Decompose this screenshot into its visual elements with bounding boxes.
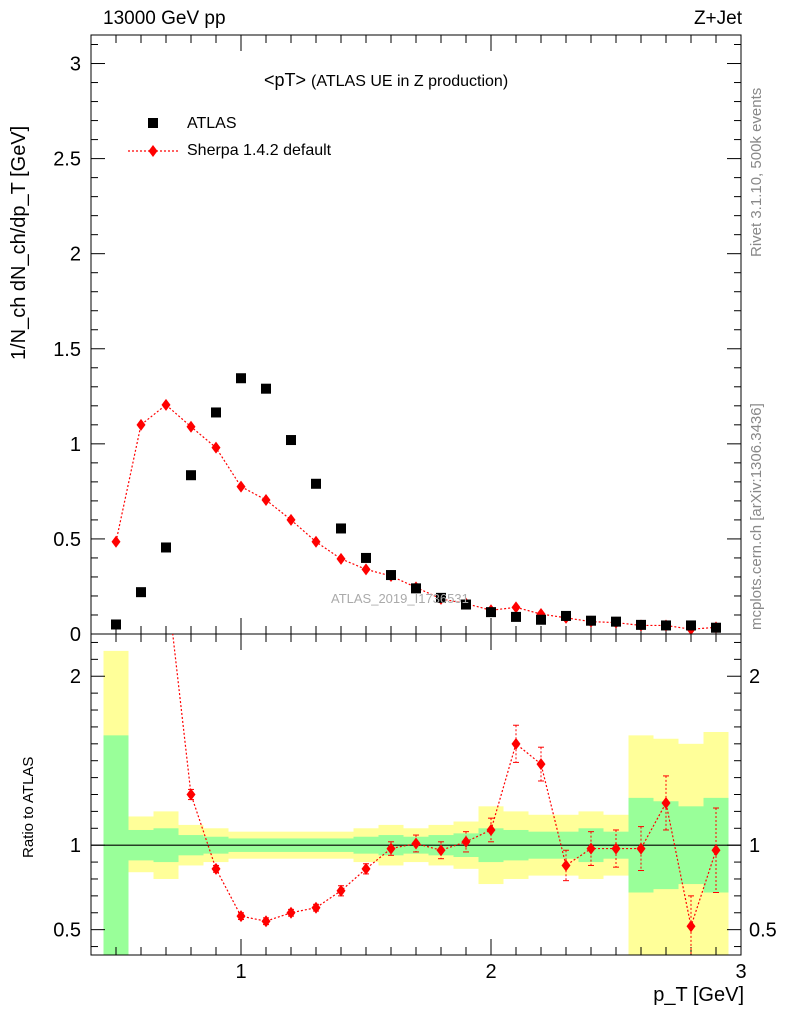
sherpa-data-point (136, 418, 146, 431)
sherpa-data-point (261, 493, 271, 506)
process-label: Z+Jet (693, 8, 742, 29)
ratio-data-point (186, 788, 196, 801)
atlas-data-point (586, 615, 596, 626)
plot-title-main: <pT> (264, 70, 307, 90)
ratio-data-point (611, 842, 621, 855)
atlas-data-point (461, 599, 471, 610)
ratio-y-tick-label-right: 2 (749, 666, 760, 688)
ratio-y-tick-label: 1 (70, 835, 81, 857)
atlas-data-point (236, 373, 246, 384)
legend-entry-sherpa: Sherpa 1.4.2 default (187, 142, 332, 159)
atlas-data-point (186, 470, 196, 481)
atlas-data-point (686, 620, 696, 631)
atlas-data-point (111, 619, 121, 630)
y-tick-label: 0 (70, 624, 81, 646)
legend-marker-atlas (148, 118, 158, 128)
y-tick-label: 1.5 (53, 339, 81, 361)
atlas-data-point (661, 620, 671, 631)
sherpa-data-point (311, 535, 321, 548)
rivet-version-label: Rivet 3.1.10, 500k events (748, 87, 765, 257)
ratio-data-point (261, 915, 271, 928)
ratio-data-point (586, 842, 596, 855)
ratio-y-tick-label: 0.5 (53, 920, 81, 942)
ratio-y-tick-label-right: 1 (749, 835, 760, 857)
ratio-data-point (211, 862, 221, 875)
ratio-data-point (336, 884, 346, 897)
mcplots-reference-label: mcplots.cern.ch [arXiv:1306.3436] (748, 403, 765, 630)
atlas-data-point (536, 614, 546, 625)
sherpa-data-point (111, 535, 121, 548)
energy-label: 13000 GeV pp (103, 8, 226, 29)
x-tick-label: 2 (485, 961, 496, 983)
ratio-data-point (536, 758, 546, 771)
atlas-data-point (711, 622, 721, 633)
atlas-data-point (636, 619, 646, 630)
y-tick-label: 2.5 (53, 149, 81, 171)
ratio-y-tick-label-right: 0.5 (749, 920, 777, 942)
ratio-data-point (636, 842, 646, 855)
ratio-data-point (436, 844, 446, 857)
atlas-data-point (136, 587, 146, 598)
atlas-data-point (511, 611, 521, 622)
atlas-data-point (411, 583, 421, 594)
y-tick-label: 1 (70, 434, 81, 456)
sherpa-data-point (161, 398, 171, 411)
ratio-series-group (172, 634, 721, 955)
sherpa-data-point (211, 441, 221, 454)
sherpa-data-point (286, 513, 296, 526)
ratio-data-point (311, 901, 321, 914)
ratio-data-point (486, 823, 496, 836)
atlas-data-point (161, 542, 171, 553)
sherpa-data-point (336, 552, 346, 565)
atlas-data-point (211, 407, 221, 418)
main-panel: 0 0.5 1 1.5 2 2.5 3 (53, 34, 742, 646)
atlas-data-point (386, 570, 396, 581)
atlas-data-point (486, 607, 496, 618)
atlas-data-point (336, 523, 346, 534)
ratio-y-tick-label: 2 (70, 666, 81, 688)
y-tick-label: 0.5 (53, 529, 81, 551)
sherpa-data-point (186, 420, 196, 433)
y-tick-label: 2 (70, 244, 81, 266)
ratio-data-point (561, 859, 571, 872)
ratio-data-point (236, 910, 246, 923)
ratio-data-point (286, 906, 296, 919)
atlas-data-point (611, 616, 621, 627)
ratio-data-point (461, 835, 471, 848)
ratio-data-point (361, 862, 371, 875)
sherpa-data-point (361, 563, 371, 576)
plot-title: <pT> (ATLAS UE in Z production) (264, 70, 508, 91)
x-axis-label: p_T [GeV] (653, 984, 744, 1006)
analysis-watermark: ATLAS_2019_I1736531 (331, 591, 469, 606)
x-tick-label: 1 (235, 961, 246, 983)
atlas-data-point (261, 383, 271, 394)
ratio-data-point (686, 920, 696, 933)
atlas-data-point (311, 478, 321, 489)
ratio-data-point (411, 837, 421, 850)
atlas-data-point (436, 592, 446, 603)
atlas-data-point (561, 610, 571, 621)
ratio-data-point (711, 844, 721, 857)
atlas-data-point (286, 435, 296, 446)
ratio-axis-label: Ratio to ATLAS (20, 756, 37, 858)
plot-title-sub: (ATLAS UE in Z production) (311, 73, 509, 90)
legend-marker-sherpa (148, 145, 158, 157)
y-axis-label: 1/N_ch dN_ch/dp_T [GeV] (8, 125, 30, 360)
x-tick-label: 3 (735, 961, 746, 983)
ratio-data-point (386, 842, 396, 855)
legend-entry-atlas: ATLAS (187, 115, 237, 132)
sherpa-data-point (511, 601, 521, 614)
ratio-data-point (511, 737, 521, 750)
sherpa-data-point (236, 480, 246, 493)
ratio-data-point (661, 796, 671, 809)
ratio-series-line (172, 634, 717, 929)
atlas-data-point (361, 552, 371, 563)
ratio-panel: 1 2 30.5 0.51 12 2 (53, 633, 777, 983)
y-tick-label: 3 (70, 54, 81, 76)
